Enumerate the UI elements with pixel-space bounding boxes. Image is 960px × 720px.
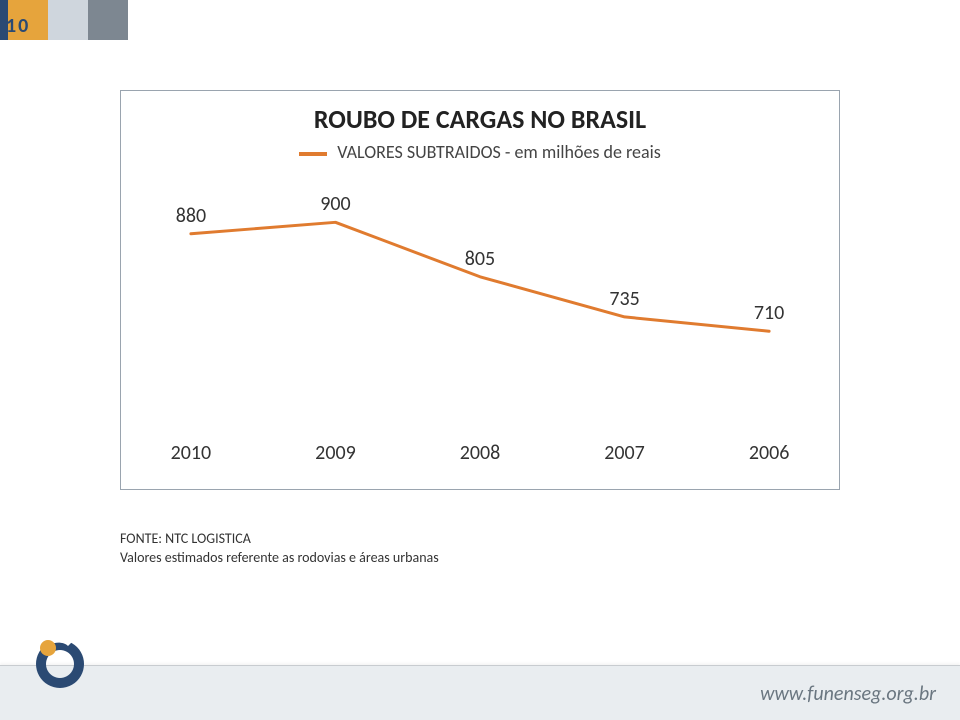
chart-value-label: 710 [744,301,794,325]
chart-title: ROUBO DE CARGAS NO BRASIL [121,103,839,135]
footer-url: www.funenseg.org.br [760,682,936,706]
chart-value-label: 880 [166,204,216,228]
accent-block-gray [88,0,128,40]
chart-x-axis-labels: 2010 2009 2008 2007 2006 [161,441,799,471]
chart-value-label: 900 [310,192,360,216]
source-citation: FONTE: NTC LOGISTICA Valores estimados r… [120,530,439,568]
chart-x-label: 2007 [604,441,645,465]
chart-x-label: 2009 [315,441,356,465]
chart-line-svg [161,191,799,434]
chart-value-label: 805 [455,247,505,271]
footer-bar: www.funenseg.org.br [0,665,960,720]
slide: 10 ROUBO DE CARGAS NO BRASIL VALORES SUB… [0,0,960,720]
source-line-1: FONTE: NTC LOGISTICA [120,530,439,549]
chart-value-label: 735 [600,287,650,311]
chart-x-label: 2006 [749,441,790,465]
chart-x-label: 2008 [460,441,501,465]
accent-block-light [48,0,88,40]
legend-swatch [299,152,327,156]
source-line-2: Valores estimados referente as rodovias … [120,549,439,568]
chart-x-label: 2010 [171,441,212,465]
chart-plot-area: 880 900 805 735 710 [161,191,799,434]
legend-label: VALORES SUBTRAIDOS - em milhões de reais [337,141,661,163]
chart-legend: VALORES SUBTRAIDOS - em milhões de reais [121,141,839,163]
chart-container: ROUBO DE CARGAS NO BRASIL VALORES SUBTRA… [120,90,840,490]
slide-number: 10 [6,14,30,38]
funenseg-logo [28,632,92,696]
